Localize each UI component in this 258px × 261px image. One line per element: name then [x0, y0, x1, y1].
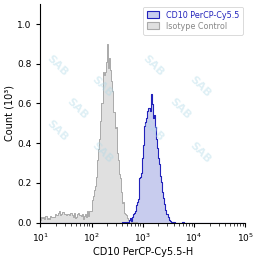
Y-axis label: Count (10³): Count (10³) [4, 85, 14, 141]
Text: SAB: SAB [90, 140, 114, 165]
Text: SAB: SAB [188, 140, 213, 165]
Text: SAB: SAB [188, 75, 213, 99]
Text: SAB: SAB [44, 118, 69, 143]
X-axis label: CD10 PerCP-Cy5.5-H: CD10 PerCP-Cy5.5-H [93, 247, 193, 257]
Text: SAB: SAB [44, 53, 69, 78]
Text: SAB: SAB [90, 75, 114, 99]
Text: SAB: SAB [65, 97, 90, 121]
Legend: CD10 PerCP-Cy5.5, Isotype Control: CD10 PerCP-Cy5.5, Isotype Control [143, 7, 243, 35]
Text: SAB: SAB [141, 53, 165, 78]
Text: SAB: SAB [141, 118, 165, 143]
Text: SAB: SAB [167, 97, 192, 121]
